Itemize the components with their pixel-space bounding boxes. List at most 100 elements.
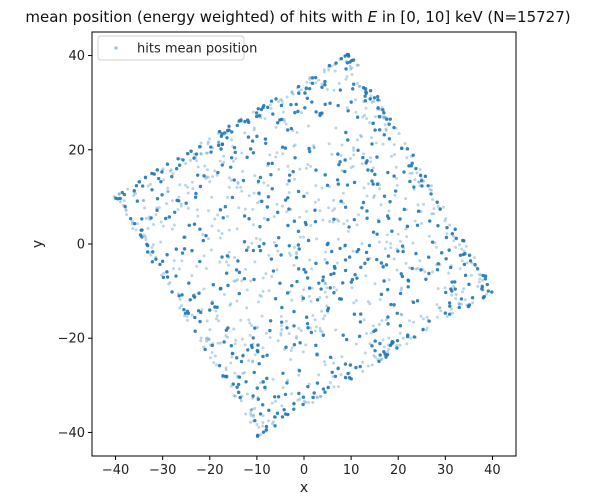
scatter-point: [435, 268, 440, 272]
scatter-point: [249, 343, 254, 348]
x-axis-label: x: [300, 480, 308, 496]
scatter-point: [140, 217, 144, 221]
scatter-point: [304, 86, 308, 91]
scatter-point: [311, 400, 315, 404]
scatter-point: [363, 261, 367, 266]
scatter-point: [345, 219, 349, 223]
scatter-point: [476, 284, 480, 288]
scatter-point: [190, 274, 194, 278]
scatter-point: [134, 183, 139, 188]
scatter-point: [375, 94, 380, 99]
scatter-point: [210, 195, 214, 199]
scatter-point: [285, 291, 290, 295]
scatter-point: [167, 282, 171, 286]
scatter-point: [280, 415, 285, 419]
scatter-point: [294, 102, 298, 107]
scatter-point: [364, 161, 368, 165]
scatter-point: [459, 297, 464, 301]
scatter-point: [414, 251, 418, 256]
scatter-point: [305, 96, 310, 101]
scatter-point: [262, 242, 266, 246]
scatter-point: [274, 97, 278, 101]
scatter-point: [220, 142, 225, 147]
scatter-point: [269, 99, 274, 103]
scatter-point: [326, 385, 330, 390]
scatter-point: [292, 324, 296, 328]
scatter-point: [389, 302, 393, 307]
scatter-point: [378, 187, 382, 191]
scatter-point: [183, 314, 187, 318]
scatter-point: [149, 253, 153, 257]
scatter-point: [216, 143, 221, 148]
scatter-point: [185, 309, 190, 313]
scatter-point: [375, 182, 380, 186]
scatter-point: [275, 411, 280, 415]
scatter-point: [328, 286, 332, 290]
scatter-point: [376, 218, 380, 222]
scatter-point: [261, 414, 265, 418]
scatter-point: [248, 321, 252, 325]
scatter-point: [193, 329, 197, 333]
scatter-point: [346, 229, 350, 233]
scatter-point: [401, 336, 405, 340]
scatter-point: [235, 278, 239, 282]
scatter-point: [379, 261, 384, 265]
scatter-point: [215, 173, 219, 177]
scatter-point: [352, 217, 357, 222]
scatter-point: [410, 266, 414, 271]
scatter-point: [337, 162, 341, 167]
scatter-point: [322, 68, 326, 72]
scatter-point: [167, 215, 172, 219]
scatter-point: [159, 240, 163, 244]
scatter-point: [250, 139, 255, 143]
scatter-point: [314, 168, 318, 172]
scatter-point: [341, 281, 345, 285]
scatter-point: [270, 187, 274, 191]
scatter-point: [247, 359, 251, 363]
scatter-point: [229, 156, 234, 160]
scatter-point: [371, 121, 375, 125]
y-tick-label: 40: [68, 49, 85, 64]
scatter-point: [481, 278, 485, 282]
scatter-point: [415, 223, 420, 227]
scatter-point: [413, 178, 417, 182]
scatter-point: [125, 213, 129, 217]
scatter-point: [256, 179, 261, 184]
scatter-point: [395, 311, 399, 316]
scatter-point: [170, 174, 174, 179]
scatter-point: [339, 154, 343, 157]
scatter-point: [452, 284, 456, 288]
scatter-point: [350, 66, 354, 70]
scatter-point: [259, 107, 264, 112]
scatter-point: [324, 282, 328, 286]
scatter-point: [344, 77, 348, 81]
scatter-point: [325, 87, 329, 91]
scatter-point: [295, 279, 299, 284]
scatter-point: [349, 67, 353, 71]
scatter-point: [383, 115, 387, 119]
scatter-point: [155, 208, 159, 212]
scatter-point: [187, 223, 191, 227]
scatter-point: [437, 306, 441, 310]
scatter-point: [392, 143, 396, 147]
scatter-point: [184, 161, 188, 165]
scatter-point: [369, 156, 373, 160]
scatter-point: [357, 334, 362, 339]
scatter-point: [230, 130, 234, 134]
scatter-point: [241, 337, 245, 341]
scatter-point: [343, 158, 347, 162]
scatter-point: [325, 183, 330, 188]
scatter-point: [363, 94, 367, 98]
scatter-point: [453, 287, 457, 291]
scatter-point: [296, 267, 301, 271]
scatter-point: [281, 102, 285, 106]
scatter-point: [386, 350, 390, 354]
scatter-point: [224, 260, 228, 264]
scatter-point: [477, 273, 481, 277]
scatter-point: [445, 315, 449, 319]
scatter-point: [208, 308, 212, 312]
scatter-point: [261, 346, 265, 350]
scatter-point: [235, 385, 239, 389]
scatter-point: [454, 296, 458, 300]
scatter-point: [217, 129, 222, 134]
